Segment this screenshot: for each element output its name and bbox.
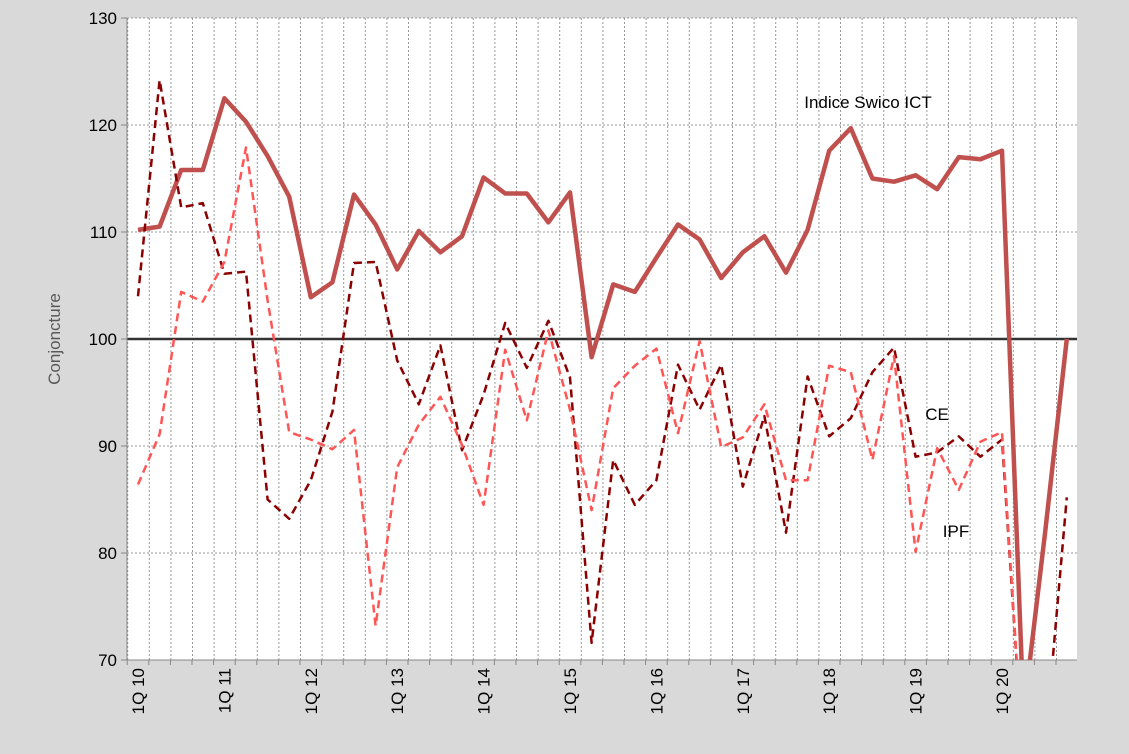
x-tick-label: 1Q 10 (129, 668, 148, 714)
y-tick-label: 90 (98, 437, 117, 456)
series-line (136, 146, 1018, 660)
x-tick-label: 1Q 18 (820, 668, 839, 714)
x-tick-label: 1Q 20 (993, 668, 1012, 714)
x-tick-label: 1Q 17 (734, 668, 753, 714)
y-tick-label: 70 (98, 651, 117, 670)
y-tick-label: 100 (89, 330, 117, 349)
series-label: IPF (943, 522, 969, 541)
series-label: CE (925, 405, 949, 424)
y-tick-label: 110 (90, 223, 117, 242)
y-tick-label: 130 (89, 9, 117, 28)
x-tick-label: 1Q 19 (907, 668, 926, 714)
series-label: Indice Swico ICT (804, 93, 932, 112)
y-tick-label: 80 (98, 544, 117, 563)
x-tick-label: 1Q 15 (561, 668, 580, 714)
x-tick-label: 1Q 13 (388, 668, 407, 714)
x-tick-label: 1Q 11 (215, 668, 234, 713)
x-tick-label: 1Q 14 (475, 668, 494, 714)
series-line (136, 78, 1069, 660)
x-tick-label: 1Q 12 (302, 668, 321, 714)
y-tick-label: 120 (89, 116, 117, 135)
y-axis-label: Conjoncture (45, 293, 64, 385)
series-line (137, 96, 1070, 660)
series-group (136, 78, 1070, 660)
x-tick-label: 1Q 16 (647, 668, 666, 714)
